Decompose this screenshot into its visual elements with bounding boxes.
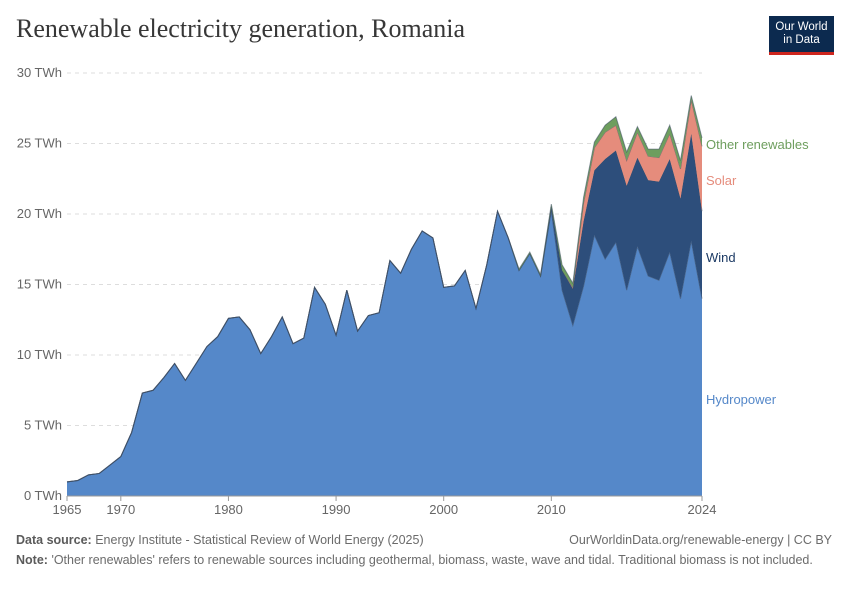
data-source-text: Energy Institute - Statistical Review of… (95, 533, 424, 547)
x-tick-label: 2000 (429, 502, 458, 517)
y-tick-label: 15 TWh (17, 277, 62, 292)
x-tick-label: 1990 (322, 502, 351, 517)
area-series (66, 95, 703, 496)
y-tick-label: 0 TWh (24, 488, 62, 503)
x-tick-label: 1965 (53, 502, 82, 517)
note-label: Note: (16, 553, 48, 567)
stacked-area-chart: 0 TWh 5 TWh 10 TWh 15 TWh 20 TWh 25 TWh 30 TWh… (17, 65, 809, 517)
logo-line-2: in Data (783, 34, 820, 46)
x-tick-label: 1970 (106, 502, 135, 517)
chart-title: Renewable electricity generation, Romani… (16, 14, 466, 43)
y-tick-label: 10 TWh (17, 347, 62, 362)
legend-label-other-renewables[interactable]: Other renewables (706, 137, 809, 152)
chart-note: Note: 'Other renewables' refers to renew… (16, 553, 816, 568)
y-tick-label: 30 TWh (17, 65, 62, 80)
area-other-renewables[interactable] (67, 95, 702, 482)
area-solar[interactable] (67, 99, 702, 482)
legend-label-wind[interactable]: Wind (706, 250, 736, 265)
x-tick-label: 1980 (214, 502, 243, 517)
x-tick-label: 2010 (537, 502, 566, 517)
y-tick-label: 25 TWh (17, 136, 62, 151)
note-text: 'Other renewables' refers to renewable s… (51, 553, 813, 567)
x-axis: 1965 1970 1980 1990 2000 2010 2024 (53, 495, 717, 517)
legend: Hydropower Wind Solar Other renewables (706, 137, 809, 407)
source-url-link[interactable]: OurWorldinData.org/renewable-energy | CC… (569, 533, 832, 547)
area-wind[interactable] (67, 133, 702, 482)
y-tick-label: 5 TWh (24, 418, 62, 433)
y-axis: 0 TWh 5 TWh 10 TWh 15 TWh 20 TWh 25 TWh 30 TWh (17, 65, 62, 503)
logo-line-1: Our World (775, 21, 828, 33)
legend-label-solar[interactable]: Solar (706, 173, 737, 188)
x-tick-label: 2024 (688, 502, 717, 517)
owid-logo[interactable]: Our World in Data (769, 16, 834, 55)
legend-label-hydropower[interactable]: Hydropower (706, 392, 777, 407)
y-tick-label: 20 TWh (17, 206, 62, 221)
data-source-label: Data source: (16, 533, 92, 547)
area-hydropower[interactable] (67, 211, 702, 496)
data-source: Data source: Energy Institute - Statisti… (16, 533, 424, 547)
series-line-other-renewables (66, 95, 703, 483)
